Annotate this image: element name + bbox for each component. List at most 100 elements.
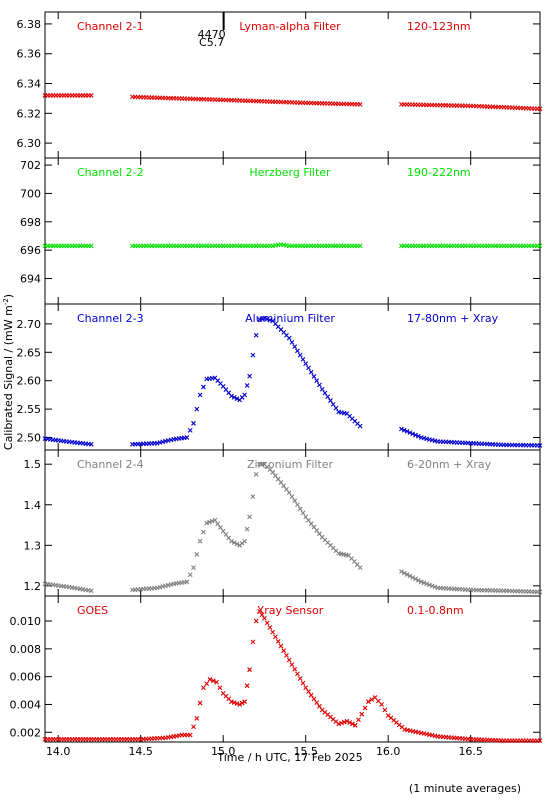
panel-channel-label: Channel 2-1 (77, 20, 144, 33)
data-point (247, 514, 252, 520)
y-tick-label: 0.004 (10, 698, 42, 711)
y-tick-label: 6.32 (17, 107, 42, 120)
data-point (292, 344, 298, 349)
data-point (369, 697, 375, 702)
x-axis-title: Time / h UTC, 17 Feb 2025 (216, 751, 362, 764)
y-tick-label: 694 (20, 272, 41, 285)
panel-frame (44, 303, 541, 451)
data-point (191, 724, 196, 730)
data-point (297, 352, 303, 358)
data-point (194, 552, 200, 557)
y-axis-title: Calibrated Signal / (mW m-2) (2, 294, 15, 450)
data-point (242, 538, 248, 544)
data-point (308, 369, 314, 375)
x-tick-label: 15.0 (211, 745, 236, 758)
data-point (344, 718, 350, 724)
data-point (88, 588, 94, 594)
data-point (372, 695, 378, 700)
data-point (328, 398, 333, 403)
data-point (262, 615, 267, 621)
data-point (289, 494, 295, 500)
data-point (379, 702, 384, 707)
data-point (325, 394, 331, 400)
data-point (231, 394, 237, 400)
data-point (300, 680, 306, 686)
y-tick-label: 0.002 (10, 726, 42, 739)
panel-3: 2.502.552.602.652.70 Channel 2-3 Aluminium… (17, 303, 543, 451)
y-tick-label: 2.50 (17, 432, 42, 445)
y-tick-label: 2.55 (17, 403, 42, 416)
data-point (537, 738, 543, 743)
panel-filter-label: Herzberg Filter (249, 166, 331, 179)
data-point (303, 361, 309, 367)
data-point (264, 620, 270, 626)
y-tick-label: 2.70 (17, 318, 42, 331)
panel-filter-label: Lyman-alpha Filter (239, 20, 341, 33)
data-point (229, 393, 234, 399)
data-point (257, 608, 262, 614)
data-point (295, 502, 300, 508)
panel-4: 1.21.31.41.5 Channel 2-4 Zirconium Filter 6… (24, 449, 543, 597)
data-point (357, 565, 363, 570)
data-point (413, 576, 418, 582)
data-point (292, 498, 298, 504)
data-point (306, 689, 311, 694)
y-tick-label: 702 (20, 159, 41, 172)
y-tick-label: 0.008 (10, 643, 42, 656)
data-point (286, 335, 292, 341)
data-point (239, 700, 245, 706)
data-point (204, 520, 210, 526)
data-point (432, 584, 438, 590)
data-point (264, 316, 270, 322)
data-point (237, 702, 243, 707)
data-series (42, 315, 543, 448)
data-point (250, 352, 256, 358)
data-point (407, 573, 413, 579)
data-point (234, 701, 240, 706)
panel-frame (44, 11, 541, 159)
y-tick-label: 0.006 (10, 671, 42, 684)
data-point (229, 699, 234, 705)
data-point (207, 519, 212, 525)
data-point (197, 700, 203, 706)
data-point (303, 685, 309, 691)
data-point (410, 575, 416, 580)
data-point (191, 565, 196, 570)
y-tick-label: 0.010 (10, 615, 42, 628)
data-series (42, 242, 543, 249)
data-point (415, 433, 421, 439)
data-point (375, 698, 381, 704)
y-tick-label: 6.38 (17, 18, 42, 31)
data-point (250, 639, 256, 645)
data-point (204, 681, 210, 686)
data-point (319, 386, 325, 392)
panel-channel-label: Channel 2-4 (77, 458, 144, 471)
data-point (311, 696, 317, 702)
data-point (231, 540, 237, 545)
data-point (314, 700, 320, 705)
data-point (234, 541, 240, 547)
panel-band-label: 120-123nm (407, 20, 471, 33)
data-point (330, 401, 336, 407)
data-point (194, 406, 200, 412)
x-tick-label: 16.0 (376, 745, 401, 758)
y-tick-label: 700 (20, 187, 41, 200)
data-point (253, 332, 259, 338)
data-point (194, 715, 200, 721)
data-point (341, 719, 347, 725)
data-point (278, 643, 284, 649)
data-point (242, 699, 248, 705)
panel-5: 0.002 0.004 0.006 0.008 0.010 GOES Xray Sensor… (10, 595, 543, 743)
data-point (231, 700, 237, 705)
panel-band-label: 190-222nm (407, 166, 471, 179)
data-point (217, 685, 223, 691)
data-point (187, 732, 193, 738)
data-point (292, 666, 298, 672)
data-point (88, 243, 94, 249)
data-point (429, 583, 435, 589)
data-point (201, 685, 206, 691)
data-point (357, 423, 363, 429)
data-point (424, 581, 430, 587)
data-point (352, 722, 358, 728)
